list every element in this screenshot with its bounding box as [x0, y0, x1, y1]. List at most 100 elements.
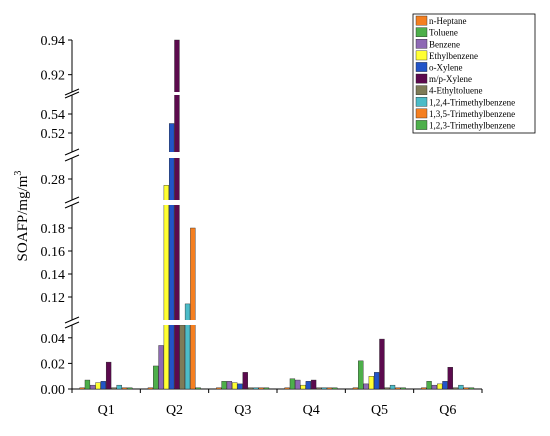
legend-swatch: [415, 27, 428, 38]
y-tick-label: 0.54: [41, 108, 66, 123]
bar: [174, 39, 180, 390]
axis-breaks-layer: [62, 88, 482, 329]
bar: [426, 381, 432, 390]
bar: [447, 367, 453, 390]
bar: [332, 387, 338, 390]
y-axis-title-superscript: 3: [13, 171, 24, 176]
legend-entry-label: Benzene: [429, 39, 460, 49]
y-tick-label: 0.28: [41, 173, 66, 188]
bar: [111, 387, 117, 390]
bar: [90, 384, 96, 390]
axis-break-mark: [64, 316, 80, 324]
axis-break-gap: [62, 200, 482, 205]
bar: [295, 379, 301, 390]
bar: [463, 387, 469, 390]
legend-swatch: [415, 39, 428, 49]
bar: [421, 387, 427, 390]
bar: [379, 338, 385, 390]
y-tick-label: 0.00: [41, 383, 66, 398]
bar: [147, 387, 154, 390]
bars-layer: [79, 39, 475, 390]
legend-swatch: [415, 15, 428, 26]
legend-entry-label: m/p-Xylene: [429, 74, 472, 84]
bar: [368, 376, 374, 390]
bar: [321, 387, 327, 390]
legend-entry-label: n-Heptane: [429, 16, 466, 26]
bar: [358, 360, 364, 390]
y-axis-title-main: SOAFP/mg/m: [15, 175, 31, 261]
bar: [121, 387, 128, 390]
bar: [100, 381, 106, 390]
ticks-layer: 0.00 0.02 0.04 0.12 0.14 0.16 0.18 0.28 0.52 0.54…: [41, 34, 72, 398]
bar: [195, 387, 201, 390]
x-category-label: Q6: [439, 403, 456, 418]
y-tick-label: 0.04: [41, 332, 66, 347]
y-tick-label: 0.16: [41, 245, 66, 260]
axis-break-gap: [62, 152, 482, 158]
bar: [237, 383, 243, 390]
legend-entry-label: o-Xylene: [429, 63, 463, 73]
legend-box: [412, 13, 536, 134]
bar: [84, 379, 91, 390]
legend-swatch: [415, 50, 428, 61]
axis-break-mark: [64, 148, 80, 156]
bar: [374, 372, 380, 390]
bar: [300, 384, 306, 390]
legend-entry-label: Ethylbenzene: [429, 51, 478, 61]
bar: [384, 387, 390, 390]
bar: [395, 387, 401, 390]
bar: [247, 387, 254, 390]
axis-break-mark: [64, 321, 80, 329]
bar: [116, 384, 122, 390]
bar: [431, 384, 438, 390]
y-axis-title: SOAFP/mg/m3: [13, 171, 31, 262]
bar: [263, 387, 270, 390]
bar: [389, 384, 396, 390]
bar: [289, 378, 296, 390]
legend-entry-label: 1,2,3-Trimethylbenzene: [429, 121, 515, 131]
bar: [253, 387, 259, 390]
bar: [168, 123, 175, 390]
legend-swatch: [415, 96, 428, 107]
bar: [184, 303, 191, 390]
y-tick-label: 0.52: [41, 127, 66, 142]
axis-break-gap: [62, 320, 482, 325]
bar: [153, 365, 159, 390]
y-tick-label: 0.14: [41, 268, 66, 283]
bar: [305, 381, 311, 390]
bar: [258, 387, 264, 390]
legend-entry-label: 4-Ethyltoluene: [429, 86, 483, 96]
bar: [179, 324, 185, 390]
bar: [458, 384, 464, 390]
legend-swatch: [415, 62, 428, 72]
bar: [442, 381, 448, 390]
bar: [127, 387, 133, 390]
axis-break-gap: [62, 92, 482, 95]
x-category-label: Q1: [98, 403, 115, 418]
bar: [232, 382, 238, 390]
y-tick-label: 0.12: [41, 291, 66, 306]
bar: [316, 387, 322, 390]
y-tick-label: 0.02: [41, 357, 66, 372]
y-tick-label: 0.94: [41, 34, 66, 49]
bar: [310, 379, 317, 390]
x-category-label: Q2: [166, 403, 183, 418]
legend-swatch: [415, 73, 428, 84]
axis-break-mark: [64, 201, 80, 209]
bar: [221, 381, 227, 390]
bar: [242, 372, 248, 390]
x-category-label: Q4: [303, 403, 320, 418]
bar: [284, 387, 290, 390]
bar: [163, 185, 169, 390]
legend-swatch: [415, 108, 428, 119]
bar: [400, 387, 406, 390]
bar: [95, 382, 101, 390]
legend-entry-label: 1,3,5-Trimethylbenzene: [429, 109, 515, 119]
bar: [79, 387, 85, 390]
bar: [437, 383, 443, 390]
bar: [468, 387, 475, 390]
x-category-label: Q5: [371, 403, 388, 418]
